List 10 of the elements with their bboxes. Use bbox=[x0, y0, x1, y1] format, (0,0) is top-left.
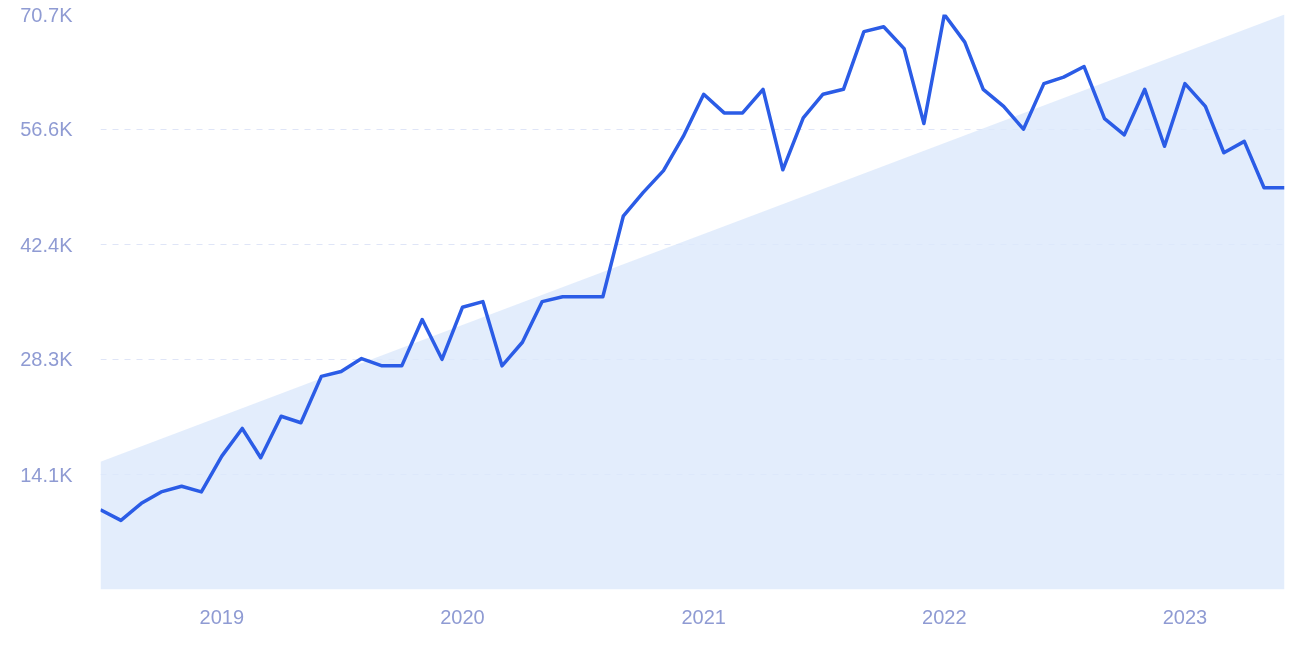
y-tick-label: 14.1K bbox=[20, 463, 74, 486]
y-tick-label: 56.6K bbox=[20, 118, 74, 141]
y-tick-label: 28.3K bbox=[20, 348, 74, 371]
x-tick-label: 2022 bbox=[922, 605, 967, 628]
x-tick-label: 2021 bbox=[681, 605, 726, 628]
x-tick-label: 2020 bbox=[440, 605, 485, 628]
x-tick-label: 2019 bbox=[199, 605, 245, 628]
y-tick-label: 70.7K bbox=[20, 3, 74, 26]
x-tick-label: 2023 bbox=[1162, 605, 1208, 628]
y-tick-label: 42.4K bbox=[20, 233, 74, 256]
